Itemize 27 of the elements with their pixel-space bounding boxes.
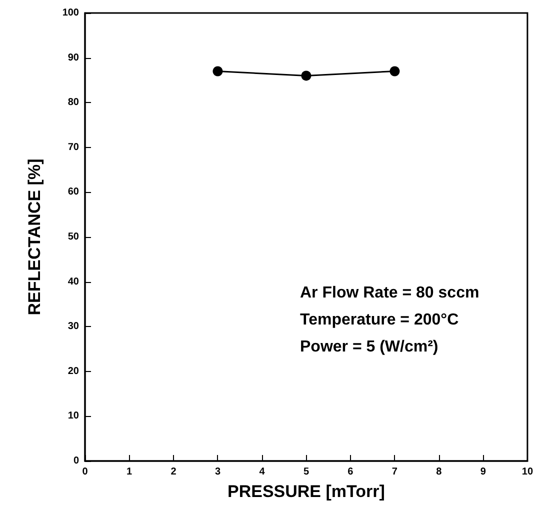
y-axis-title: REFLECTANCE [%] [25, 158, 44, 316]
y-tick-label: 70 [68, 142, 80, 153]
y-tick-label: 40 [68, 276, 80, 288]
x-tick-label: 1 [126, 466, 132, 478]
x-tick-label: 8 [436, 466, 442, 478]
y-tick-label: 100 [62, 8, 80, 18]
y-tick-label: 50 [68, 232, 80, 242]
y-tick-label: 90 [68, 52, 80, 64]
x-tick-label: 0 [82, 466, 88, 478]
x-tick-label: 10 [522, 466, 534, 478]
annotation: Ar Flow Rate = 80 sccm [300, 284, 480, 302]
x-tick-label: 2 [170, 466, 177, 478]
y-tick-label: 60 [68, 186, 80, 198]
y-tick-label: 30 [68, 321, 80, 332]
x-tick-label: 3 [214, 466, 221, 478]
y-tick-label: 0 [73, 456, 80, 466]
x-tick-label: 6 [348, 466, 354, 478]
annotation: Power = 5 (W/cm²) [300, 338, 438, 356]
x-tick-label: 5 [303, 466, 310, 478]
y-tick-label: 20 [68, 366, 80, 377]
x-tick-label: 4 [259, 466, 266, 478]
x-tick-label: 7 [392, 466, 398, 478]
annotation: Temperature = 200°C [300, 312, 460, 328]
y-tick-label: 80 [68, 97, 80, 108]
x-axis-title: PRESSURE [mTorr] [228, 482, 385, 501]
y-tick-label: 10 [68, 410, 80, 422]
x-tick-label: 9 [480, 466, 486, 478]
